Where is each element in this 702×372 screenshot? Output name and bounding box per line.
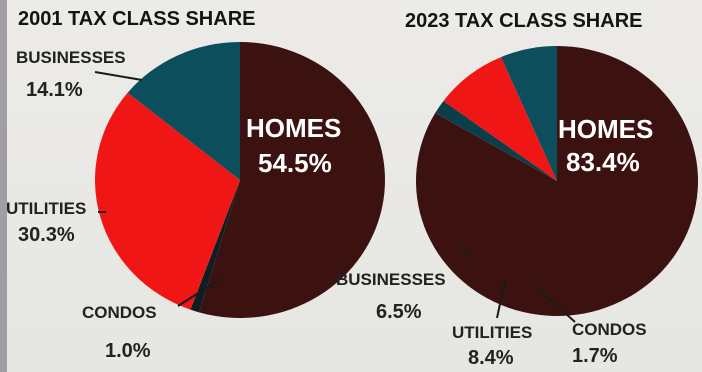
pie-slice-2023-businesses — [501, 46, 557, 181]
chart-title-2023: 2023 TAX CLASS SHARE — [405, 10, 642, 32]
pie-slice-2001-condos — [190, 180, 240, 313]
pie-slice-2001-homes — [199, 42, 385, 319]
leader-2001-condos — [177, 277, 223, 307]
value-2001-utilities: 30.3% — [18, 224, 75, 246]
pie-slice-2023-utilities — [443, 57, 557, 181]
label-2023-businesses: BUSINESSES — [336, 270, 446, 289]
chart-title-2001: 2001 TAX CLASS SHARE — [18, 8, 255, 30]
pie-slice-2001-businesses — [127, 42, 240, 180]
value-2023-businesses: 6.5% — [376, 301, 422, 323]
label-2001-utilities: UTILITIES — [6, 199, 86, 218]
label-2001-condos: CONDOS — [82, 303, 157, 322]
value-2001-homes: 54.5% — [258, 148, 332, 178]
leader-2001-businesses — [94, 71, 143, 81]
value-2023-utilities: 8.4% — [468, 347, 514, 369]
leader-2023-utilities — [496, 279, 506, 319]
label-2001-homes: HOMES — [246, 113, 341, 143]
value-2023-homes: 83.4% — [566, 147, 640, 177]
label-2001-businesses: BUSINESSES — [16, 48, 126, 67]
value-2023-condos: 1.7% — [572, 345, 618, 367]
value-2001-businesses: 14.1% — [26, 79, 83, 101]
leader-2023-businesses — [459, 245, 471, 257]
pie-slice-2023-condos — [435, 100, 557, 181]
left-edge-strip — [0, 0, 7, 372]
label-2023-homes: HOMES — [558, 114, 653, 144]
label-2023-condos: CONDOS — [572, 320, 647, 339]
value-2001-condos: 1.0% — [105, 340, 151, 362]
pie-slice-2001-utilities — [95, 92, 240, 310]
leader-2023-condos — [533, 284, 576, 323]
label-2023-utilities: UTILITIES — [452, 323, 532, 342]
pie-slice-2023-homes — [416, 46, 699, 317]
